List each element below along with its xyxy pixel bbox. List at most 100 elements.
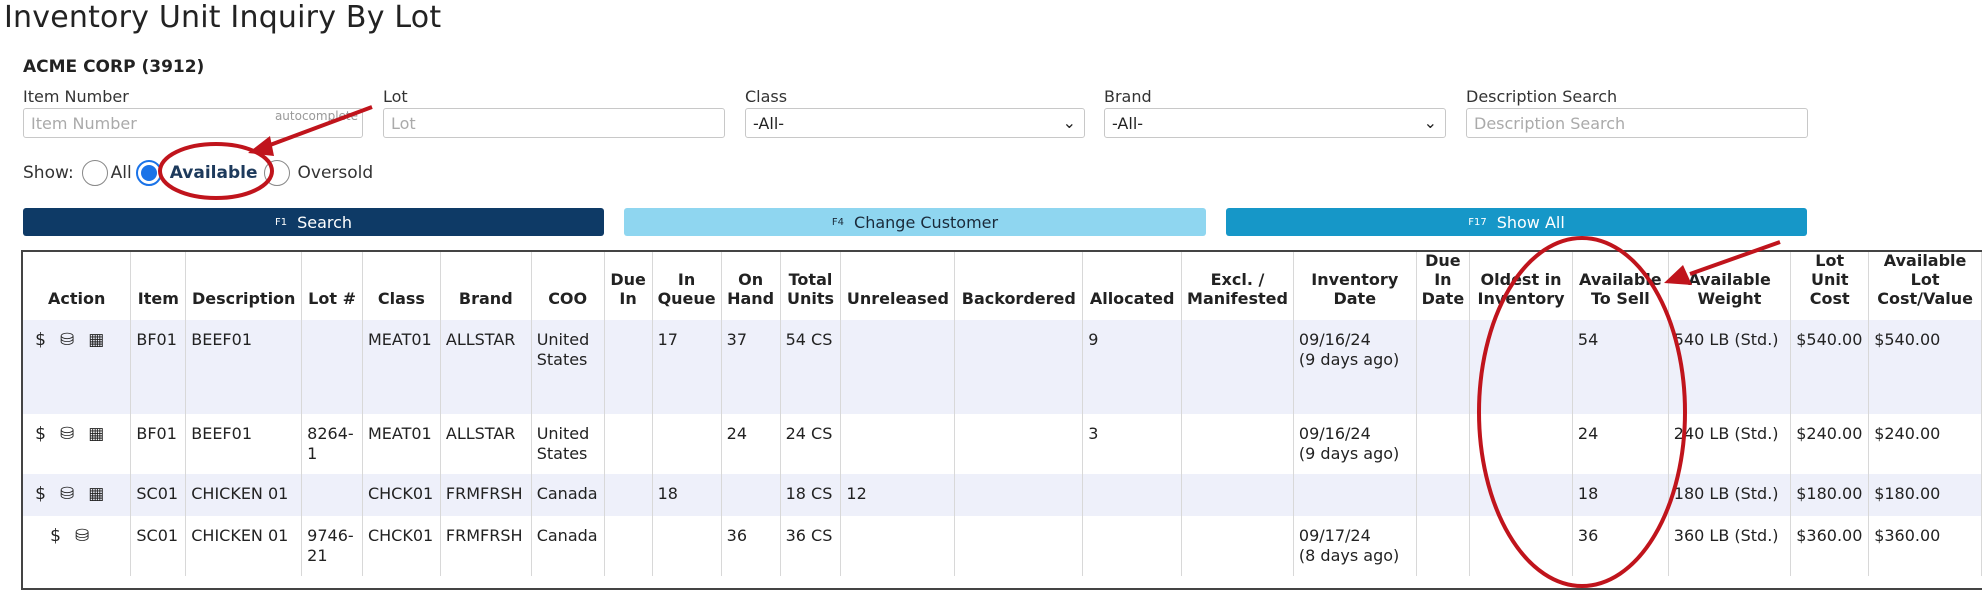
table-row: $ ⛁ ▦ BF01 BEEF01 8264-1 MEAT01 ALLSTAR United S…: [23, 414, 1982, 474]
cell-queue: 17: [652, 320, 722, 414]
arrow-head-1: [248, 136, 274, 156]
column-header[interactable]: Due In: [604, 251, 653, 320]
column-header[interactable]: Brand: [440, 251, 532, 320]
cell-back: [954, 414, 1084, 474]
boxes-icon[interactable]: ⛁: [59, 330, 75, 350]
cell-excl: [1181, 516, 1294, 576]
column-header[interactable]: Lot Unit Cost: [1790, 251, 1870, 320]
lot-input[interactable]: Lot: [383, 108, 725, 138]
cell-cls: CHCK01: [362, 474, 441, 516]
autocomplete-hint: autocomplete: [274, 109, 358, 123]
cell-item: SC01: [130, 474, 187, 516]
column-header[interactable]: Lot #: [301, 251, 363, 320]
lot-field: Lot Lot: [383, 87, 725, 138]
cell-avail: 36: [1572, 516, 1669, 576]
cell-excl: [1181, 320, 1294, 414]
show-oversold-option[interactable]: Oversold: [263, 160, 374, 186]
column-header[interactable]: COO: [531, 251, 605, 320]
inventory-date: 09/16/24: [1298, 424, 1371, 443]
cell-back: [954, 474, 1084, 516]
cell-excl: [1181, 474, 1294, 516]
inventory-table: Action Item Description Lot # Class Brand COO D…: [23, 251, 1982, 576]
cell-unrel: [840, 516, 956, 576]
search-button[interactable]: F1 Search: [23, 208, 604, 236]
description-input[interactable]: Description Search: [1466, 108, 1808, 138]
calendar-icon[interactable]: ▦: [88, 484, 105, 504]
item-number-label: Item Number: [23, 87, 129, 106]
change-customer-label: Change Customer: [854, 212, 999, 232]
column-header[interactable]: Allocated: [1082, 251, 1183, 320]
cell-dueindate: [1416, 414, 1471, 474]
item-number-field: Item Number Item Number autocomplete: [23, 87, 363, 138]
brand-select[interactable]: -All- ⌄: [1104, 108, 1446, 138]
column-header[interactable]: Unreleased: [840, 251, 956, 320]
cell-total: 18 CS: [780, 474, 842, 516]
column-header[interactable]: Available To Sell: [1572, 251, 1669, 320]
inventory-date: 09/17/24: [1298, 526, 1371, 545]
column-header[interactable]: Backordered: [954, 251, 1084, 320]
cell-weight: 540 LB (Std.): [1668, 320, 1792, 414]
lot-placeholder: Lot: [391, 114, 416, 133]
calendar-icon[interactable]: ▦: [88, 424, 105, 444]
show-all-radio[interactable]: [81, 160, 108, 186]
show-available-option[interactable]: Available: [135, 160, 258, 186]
show-oversold-label[interactable]: Oversold: [297, 163, 374, 183]
cell-unrel: [840, 320, 956, 414]
column-header[interactable]: Total Units: [780, 251, 842, 320]
dollar-icon[interactable]: $: [35, 484, 46, 504]
cell-queue: [652, 414, 722, 474]
show-available-radio[interactable]: [135, 160, 162, 186]
dollar-icon[interactable]: $: [50, 526, 61, 546]
cell-back: [954, 516, 1084, 576]
column-header[interactable]: Oldest in Inventory: [1469, 251, 1573, 320]
show-label: Show:: [23, 163, 74, 183]
item-number-input[interactable]: Item Number autocomplete: [23, 108, 363, 138]
column-header[interactable]: Available Weight: [1668, 251, 1792, 320]
column-header[interactable]: Inventory Date: [1293, 251, 1417, 320]
cell-unitcost: $240.00: [1790, 414, 1870, 474]
cell-cls: MEAT01: [362, 414, 441, 474]
cell-duein: [604, 414, 653, 474]
cell-lot: [301, 474, 363, 516]
column-header[interactable]: Available Lot Cost/Value: [1868, 251, 1982, 320]
column-header[interactable]: Excl. / Manifested: [1181, 251, 1294, 320]
column-header[interactable]: Due In Date: [1416, 251, 1471, 320]
lot-label: Lot: [383, 87, 408, 106]
show-all-button[interactable]: F17 Show All: [1226, 208, 1807, 236]
cell-coo: Canada: [531, 474, 605, 516]
cell-onhand: 36: [721, 516, 781, 576]
cell-brand: FRMFRSH: [440, 516, 532, 576]
cell-avail: 24: [1572, 414, 1669, 474]
column-header[interactable]: In Queue: [652, 251, 722, 320]
action-cell: $ ⛁ ▦: [23, 474, 132, 516]
cell-invdate: 09/17/24 (8 days ago): [1293, 516, 1417, 576]
dollar-icon[interactable]: $: [35, 424, 46, 444]
cell-alloc: [1082, 516, 1183, 576]
cell-unrel: 12: [840, 474, 956, 516]
dollar-icon[interactable]: $: [35, 330, 46, 350]
column-header[interactable]: On Hand: [721, 251, 781, 320]
cell-coo: United States: [531, 414, 605, 474]
cell-total: 54 CS: [780, 320, 842, 414]
inventory-date: 09/16/24: [1298, 330, 1371, 349]
class-select[interactable]: -All- ⌄: [745, 108, 1085, 138]
search-key: F1: [274, 216, 288, 228]
cell-unitcost: $360.00: [1790, 516, 1870, 576]
boxes-icon[interactable]: ⛁: [59, 424, 75, 444]
boxes-icon[interactable]: ⛁: [59, 484, 75, 504]
boxes-icon[interactable]: ⛁: [74, 526, 90, 546]
column-header[interactable]: Action: [23, 251, 132, 320]
column-header[interactable]: Description: [185, 251, 303, 320]
column-header[interactable]: Class: [362, 251, 441, 320]
calendar-icon[interactable]: ▦: [88, 330, 105, 350]
show-available-label[interactable]: Available: [169, 163, 258, 183]
show-all-option[interactable]: All: [81, 160, 132, 186]
column-header[interactable]: Item: [130, 251, 187, 320]
cell-queue: [652, 516, 722, 576]
show-all-label[interactable]: All: [110, 163, 132, 183]
cell-invdate: [1293, 474, 1417, 516]
show-oversold-radio[interactable]: [263, 160, 290, 186]
brand-value: -All-: [1112, 114, 1144, 133]
change-customer-button[interactable]: F4 Change Customer: [624, 208, 1206, 236]
cell-desc: BEEF01: [185, 414, 303, 474]
